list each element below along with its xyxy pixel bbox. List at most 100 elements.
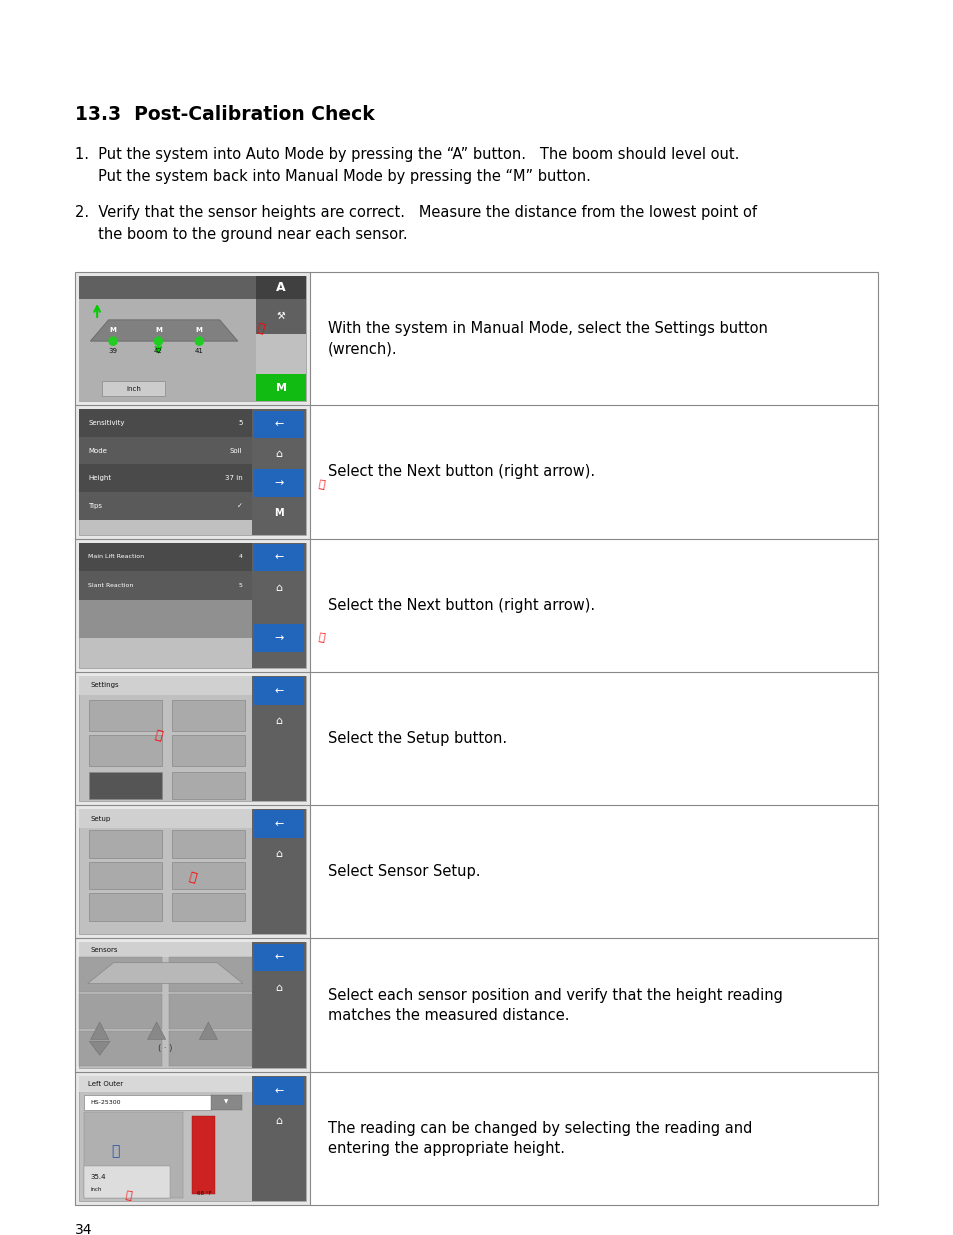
Text: ←: ← (274, 685, 283, 695)
Polygon shape (91, 1023, 109, 1040)
Bar (79, 676, 306, 694)
Bar (172, 700, 244, 731)
Bar (79, 994, 162, 1029)
Text: ←: ← (274, 552, 283, 563)
Bar (172, 772, 244, 799)
Text: Select Sensor Setup.: Select Sensor Setup. (328, 864, 480, 879)
Text: A: A (276, 280, 286, 294)
Bar (253, 677, 303, 705)
Bar (79, 942, 306, 957)
Text: (wrench).: (wrench). (328, 341, 397, 356)
Text: Sensitivity: Sensitivity (88, 420, 125, 426)
Text: 37 in: 37 in (225, 475, 242, 482)
Bar (84, 1112, 183, 1198)
Text: ←: ← (274, 819, 283, 829)
Bar (252, 942, 306, 1068)
Bar (90, 735, 162, 766)
Bar (75, 272, 877, 1205)
Text: matches the measured distance.: matches the measured distance. (328, 1008, 569, 1023)
Text: Main Lift Reaction: Main Lift Reaction (88, 555, 144, 559)
Circle shape (109, 337, 117, 346)
Text: 🖱: 🖱 (125, 1191, 132, 1202)
Bar (90, 772, 162, 799)
Text: Settings: Settings (91, 682, 119, 688)
Text: 68 °F: 68 °F (197, 1191, 212, 1195)
Text: 13.3  Post-Calibration Check: 13.3 Post-Calibration Check (75, 105, 375, 124)
Bar (193, 1116, 215, 1194)
Bar (90, 893, 162, 920)
Bar (102, 382, 165, 396)
Text: Select the Next button (right arrow).: Select the Next button (right arrow). (328, 464, 595, 479)
Text: 42: 42 (154, 348, 163, 354)
Bar (79, 464, 252, 492)
Bar (252, 409, 306, 535)
Text: 41: 41 (194, 348, 204, 354)
Text: M: M (195, 327, 203, 333)
Text: Select each sensor position and verify that the height reading: Select each sensor position and verify t… (328, 988, 782, 1003)
Bar (79, 942, 306, 1068)
Text: entering the appropriate height.: entering the appropriate height. (328, 1141, 564, 1156)
Bar (84, 1166, 170, 1198)
Bar (252, 542, 306, 668)
Bar (79, 299, 255, 401)
Circle shape (195, 337, 203, 346)
Bar (255, 374, 306, 401)
Text: ⌂: ⌂ (274, 450, 282, 459)
Text: ←: ← (274, 420, 283, 430)
Text: ←: ← (274, 952, 283, 962)
Text: Select the Setup button.: Select the Setup button. (328, 731, 507, 746)
Bar (79, 957, 162, 992)
Text: 5: 5 (238, 583, 242, 588)
Bar (172, 830, 244, 858)
Text: M: M (154, 327, 162, 333)
Bar (253, 543, 303, 572)
Text: 34: 34 (75, 1223, 92, 1235)
Bar (79, 409, 306, 535)
Polygon shape (88, 962, 243, 983)
Bar (79, 676, 306, 802)
Bar (253, 944, 303, 971)
Text: Put the system back into Manual Mode by pressing the “M” button.: Put the system back into Manual Mode by … (75, 169, 590, 184)
Bar (79, 1076, 306, 1200)
Polygon shape (90, 1041, 110, 1055)
Text: ( · ): ( · ) (158, 1044, 172, 1053)
Bar (75, 272, 310, 405)
Text: With the system in Manual Mode, select the Settings button: With the system in Manual Mode, select t… (328, 321, 767, 336)
Text: Setup: Setup (91, 815, 111, 821)
Text: →: → (274, 478, 283, 488)
Text: ⌂: ⌂ (274, 850, 282, 860)
Text: 🖱: 🖱 (317, 632, 325, 643)
Text: 39: 39 (109, 348, 117, 354)
Bar (253, 1077, 303, 1104)
Text: the boom to the ground near each sensor.: the boom to the ground near each sensor. (75, 227, 407, 242)
Bar (172, 893, 244, 920)
Bar (310, 405, 877, 538)
Bar (310, 272, 877, 405)
Text: →: → (274, 632, 283, 642)
Bar (172, 735, 244, 766)
Text: ⌂: ⌂ (274, 716, 282, 726)
Text: M: M (110, 327, 116, 333)
Text: 🖱: 🖱 (255, 321, 266, 336)
Bar (255, 275, 306, 299)
Text: ⦾: ⦾ (111, 1144, 119, 1158)
Bar (169, 1031, 252, 1066)
Bar (310, 939, 877, 1072)
Polygon shape (91, 320, 237, 341)
Bar (253, 410, 303, 438)
Bar (172, 862, 244, 889)
Bar (84, 1094, 211, 1109)
Bar (253, 624, 303, 652)
Bar (253, 810, 303, 839)
Text: Soil: Soil (230, 447, 242, 453)
Text: ⌂: ⌂ (274, 1115, 282, 1126)
Text: ✓: ✓ (236, 503, 242, 509)
Text: ⚒: ⚒ (276, 311, 285, 321)
Bar (79, 437, 252, 464)
Bar (79, 809, 306, 935)
Text: Left Outer: Left Outer (88, 1081, 123, 1087)
Text: 🖱: 🖱 (153, 729, 164, 743)
Text: 5: 5 (238, 420, 242, 426)
Text: 35.4: 35.4 (91, 1174, 106, 1181)
Text: The reading can be changed by selecting the reading and: The reading can be changed by selecting … (328, 1121, 752, 1136)
